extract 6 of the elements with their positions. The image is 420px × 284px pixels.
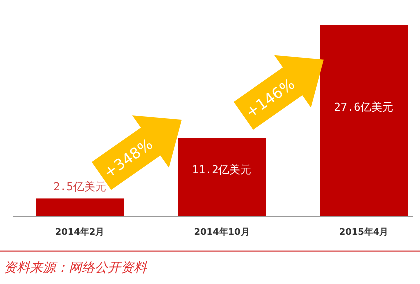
x-tick-label: 2014年2月 <box>55 227 105 238</box>
x-tick-label: 2014年10月 <box>194 227 250 238</box>
x-tick-label: 2015年4月 <box>339 227 389 238</box>
text: 资料来源：网络公开资料 <box>4 261 148 276</box>
data-label: 27.6亿美元 <box>334 100 394 114</box>
data-label: 11.2亿美元 <box>192 163 252 176</box>
